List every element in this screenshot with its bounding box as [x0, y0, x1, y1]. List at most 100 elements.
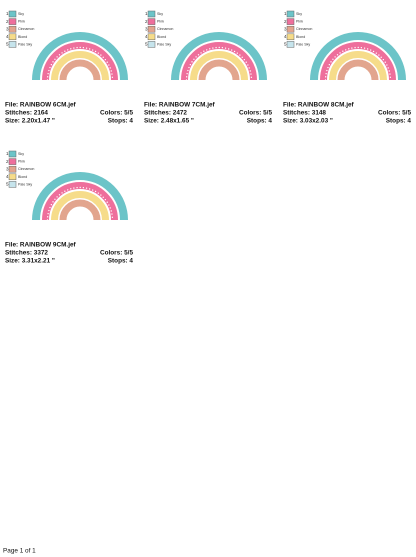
color-name: Cinnamon	[18, 27, 34, 31]
stop-count: Stops: 4	[108, 118, 134, 125]
design-size: Size: 2.20x1.47 "	[5, 118, 55, 125]
color-name: Sky	[18, 152, 24, 156]
color-name: Pale Sky	[157, 42, 171, 46]
color-number: 4	[6, 174, 9, 179]
color-number: 5	[6, 182, 9, 187]
page-footer: Page 1 of 1	[3, 548, 36, 555]
rainbow-band	[32, 32, 128, 81]
color-swatch	[147, 10, 156, 18]
color-name: Sky	[296, 12, 302, 16]
color-number: 1	[6, 11, 9, 16]
file-name: File: RAINBOW 9CM.jef	[5, 242, 77, 249]
color-number: 3	[284, 26, 287, 31]
color-count: Colors: 5/5	[378, 110, 411, 117]
color-name: Blond	[18, 35, 27, 39]
rainbow-band	[42, 42, 118, 81]
color-swatch	[286, 25, 295, 33]
color-swatch	[286, 10, 295, 18]
color-swatch	[8, 165, 17, 173]
color-swatch	[286, 18, 295, 25]
color-name: Blond	[296, 35, 305, 39]
color-name: Pale Sky	[18, 42, 32, 46]
rainbow-dots	[46, 46, 114, 81]
color-count: Colors: 5/5	[100, 110, 133, 117]
color-swatch	[8, 25, 17, 33]
stitch-count: Stitches: 2472	[144, 110, 187, 117]
color-swatch	[147, 33, 156, 41]
color-swatch	[286, 41, 295, 48]
color-swatch	[8, 10, 17, 18]
rainbow-band	[337, 59, 379, 81]
color-number: 5	[145, 42, 148, 47]
color-swatch	[8, 173, 17, 181]
rainbow-band	[329, 51, 387, 81]
color-count: Colors: 5/5	[239, 110, 272, 117]
color-name: Pink	[157, 20, 164, 24]
rainbow-band	[198, 59, 240, 81]
design-panel: 1 Sky 2 Pink 3 Cinnamon 4 Blond 5 Pale Sky File: R…	[283, 10, 412, 125]
rainbow-band	[190, 51, 248, 81]
stop-count: Stops: 4	[247, 118, 273, 125]
rainbow-band	[171, 32, 267, 81]
color-name: Cinnamon	[18, 167, 34, 171]
color-number: 3	[6, 26, 9, 31]
color-name: Sky	[18, 12, 24, 16]
color-name: Pink	[296, 20, 303, 24]
stitch-count: Stitches: 3148	[283, 110, 326, 117]
color-number: 5	[6, 42, 9, 47]
color-number: 4	[284, 34, 287, 39]
design-size: Size: 2.48x1.65 "	[144, 118, 194, 125]
stitch-count: Stitches: 3372	[5, 250, 48, 257]
color-name: Cinnamon	[157, 27, 173, 31]
design-panel: 1 Sky 2 Pink 3 Cinnamon 4 Blond 5 Pale Sky File: R…	[5, 10, 134, 125]
rainbow-band	[310, 32, 406, 81]
color-number: 4	[145, 34, 148, 39]
color-swatch	[286, 33, 295, 41]
stitch-count: Stitches: 2164	[5, 110, 48, 117]
rainbow-dots	[185, 46, 253, 81]
color-name: Pale Sky	[296, 42, 310, 46]
rainbow-band	[320, 42, 396, 81]
stop-count: Stops: 4	[386, 118, 412, 125]
stop-count: Stops: 4	[108, 258, 134, 265]
color-number: 2	[145, 19, 148, 24]
color-swatch	[8, 33, 17, 41]
design-size: Size: 3.03x2.03 "	[283, 118, 333, 125]
color-swatch	[8, 158, 17, 165]
design-panel: 1 Sky 2 Pink 3 Cinnamon 4 Blond 5 Pale Sky File: R…	[144, 10, 273, 125]
color-name: Blond	[18, 175, 27, 179]
color-swatch	[147, 25, 156, 33]
file-name: File: RAINBOW 7CM.jef	[144, 102, 216, 109]
color-number: 1	[284, 11, 287, 16]
color-swatch	[8, 150, 17, 158]
color-number: 2	[284, 19, 287, 24]
color-name: Cinnamon	[296, 27, 312, 31]
color-number: 3	[6, 166, 9, 171]
rainbow-band	[181, 42, 257, 81]
color-swatch	[8, 18, 17, 25]
color-number: 2	[6, 19, 9, 24]
rainbow-band	[51, 191, 109, 221]
color-swatch	[8, 181, 17, 188]
color-swatch	[147, 18, 156, 25]
file-name: File: RAINBOW 8CM.jef	[283, 102, 355, 109]
color-number: 1	[145, 11, 148, 16]
color-number: 5	[284, 42, 287, 47]
color-name: Sky	[157, 12, 163, 16]
color-name: Blond	[157, 35, 166, 39]
rainbow-dots	[324, 46, 392, 81]
design-panel: 1 Sky 2 Pink 3 Cinnamon 4 Blond 5 Pale Sky File: R…	[5, 150, 134, 265]
color-number: 4	[6, 34, 9, 39]
color-count: Colors: 5/5	[100, 250, 133, 257]
color-swatch	[147, 41, 156, 48]
color-swatch	[8, 41, 17, 48]
rainbow-band	[51, 51, 109, 81]
color-name: Pink	[18, 20, 25, 24]
file-name: File: RAINBOW 6CM.jef	[5, 102, 77, 109]
rainbow-band	[59, 199, 101, 221]
color-number: 3	[145, 26, 148, 31]
color-number: 2	[6, 159, 9, 164]
rainbow-dots	[46, 186, 114, 221]
